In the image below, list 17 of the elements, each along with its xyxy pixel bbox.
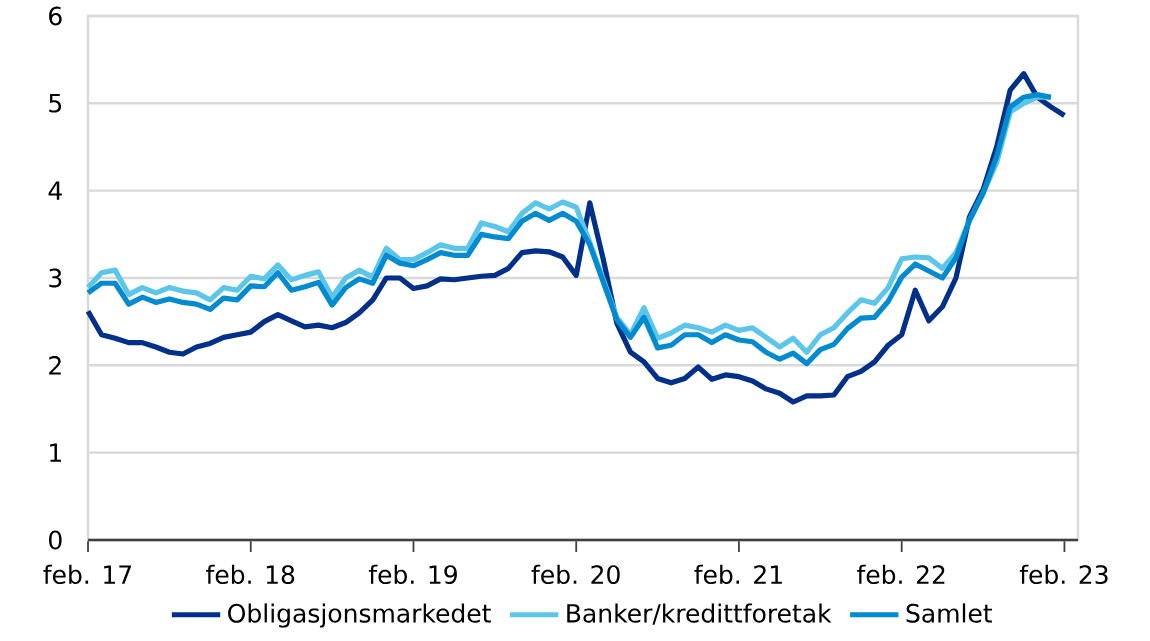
x-tick-label: feb. 22 bbox=[857, 564, 945, 585]
x-tick-label: feb. 19 bbox=[368, 564, 457, 585]
y-tick-label: 1 bbox=[50, 443, 61, 462]
y-tick-label: 5 bbox=[49, 94, 62, 113]
y-tick-label: 2 bbox=[49, 356, 61, 375]
x-tick-label: feb. 18 bbox=[206, 564, 295, 585]
x-tick-label: feb. 23 bbox=[1019, 564, 1108, 585]
x-tick-label: feb. 17 bbox=[43, 564, 132, 585]
y-tick-label: 4 bbox=[48, 181, 62, 200]
y-tick-label: 3 bbox=[49, 268, 62, 288]
y-tick-label: 0 bbox=[49, 530, 62, 550]
legend-label: Banker/kredittforetak bbox=[567, 603, 832, 625]
legend-label: Obligasjonsmarkedet bbox=[228, 603, 491, 628]
y-tick-label: 6 bbox=[49, 6, 62, 26]
x-tick-label: feb. 21 bbox=[694, 564, 782, 585]
legend-label: Samlet bbox=[906, 603, 993, 623]
x-tick-label: feb. 20 bbox=[531, 564, 620, 585]
